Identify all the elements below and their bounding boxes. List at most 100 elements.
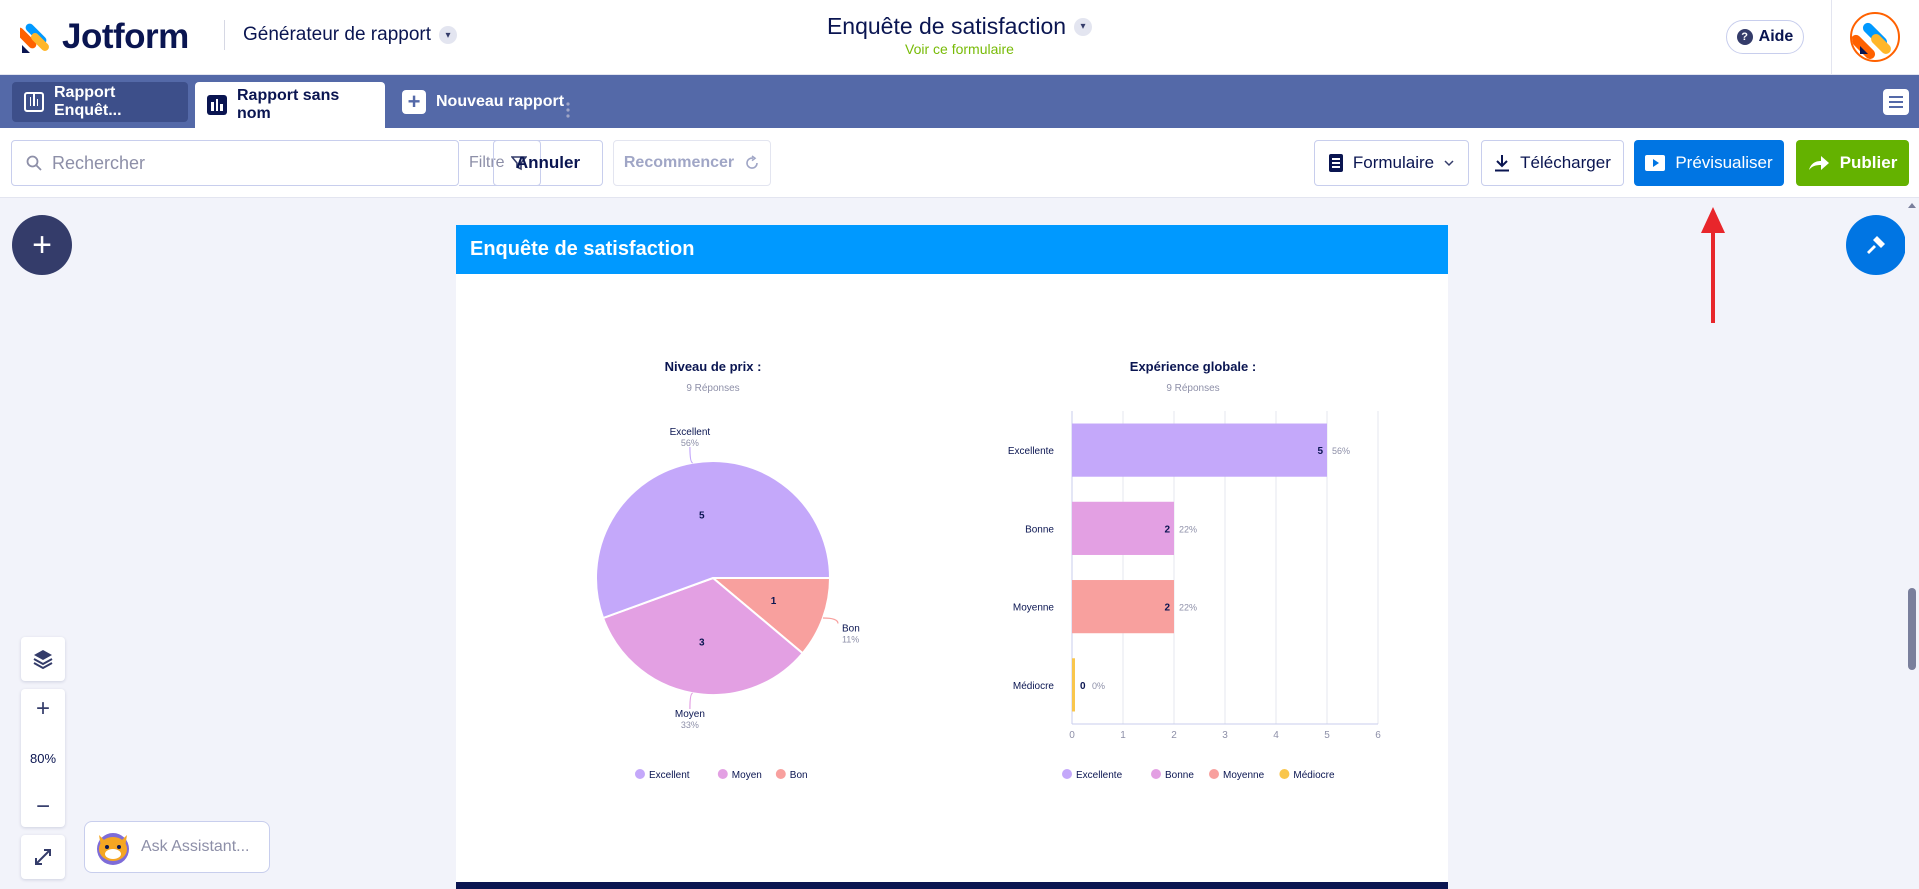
form-title-dropdown[interactable]: Enquête de satisfaction ▾	[826, 13, 1093, 40]
charts-area: Niveau de prix :9 Réponses1Bon11%3Moyen3…	[595, 359, 1381, 781]
tab-report-1[interactable]: Rapport Enquêt...	[12, 82, 188, 122]
play-icon	[1645, 155, 1666, 171]
form-dropdown[interactable]: Formulaire	[1314, 140, 1469, 186]
bar-category-label: Bonne	[1025, 524, 1054, 535]
legend-swatch	[717, 769, 728, 779]
search-input[interactable]: Rechercher	[11, 140, 459, 186]
bar-3	[1072, 580, 1174, 634]
legend-label: Bonne	[1165, 770, 1194, 781]
bar-value-label: 0	[1080, 681, 1086, 692]
pie-subtitle: 9 Réponses	[686, 383, 739, 394]
next-page-edge	[456, 882, 1448, 889]
pie-percent-label: 56%	[681, 438, 699, 448]
zoom-out-button[interactable]: −	[35, 793, 50, 820]
ask-assistant-input[interactable]: Ask Assistant...	[84, 821, 270, 873]
bar-x-tick-label: 6	[1375, 730, 1381, 741]
pie-slice-excellent	[595, 460, 832, 620]
preview-button[interactable]: Prévisualiser	[1634, 140, 1784, 186]
pie-leader-line	[689, 692, 693, 709]
legend-label: Médiocre	[1293, 770, 1335, 781]
report-toolbar: Rechercher Filtre Annuler Recommencer Fo…	[0, 128, 1919, 198]
red-arrow-icon	[1701, 207, 1725, 323]
report-page[interactable]: Enquête de satisfaction Niveau de prix :…	[456, 225, 1448, 889]
top-bar: Jotform Générateur de rapport ▾ Enquête …	[0, 0, 1919, 75]
report-icon	[207, 95, 227, 115]
bar-value-label: 2	[1164, 524, 1170, 535]
legend-swatch	[1209, 769, 1219, 779]
undo-label: Annuler	[515, 153, 581, 172]
layers-button[interactable]	[21, 637, 65, 681]
download-label: Télécharger	[1520, 153, 1611, 172]
legend-label: Moyenne	[1223, 770, 1265, 781]
assistant-avatar-icon	[97, 833, 129, 865]
form-title-area: Enquête de satisfaction ▾	[0, 13, 1919, 40]
redo-icon	[746, 155, 758, 169]
bar-subtitle: 9 Réponses	[1166, 383, 1219, 394]
filter-icon	[510, 156, 527, 171]
legend-label: Bon	[790, 770, 808, 781]
download-button[interactable]: Télécharger	[1481, 140, 1624, 186]
legend-swatch	[1062, 769, 1072, 779]
bar-x-tick-label: 2	[1171, 730, 1177, 741]
help-label: Aide	[1758, 28, 1794, 45]
avatar-logo-icon	[1852, 22, 1891, 60]
chevron-down-icon: ▾	[1074, 17, 1093, 36]
tab-report-2[interactable]: Rapport sans nom	[195, 82, 570, 128]
avatar[interactable]	[1850, 12, 1900, 62]
expand-icon	[35, 849, 51, 865]
form-icon	[1328, 154, 1343, 172]
bar-value-label: 5	[1317, 446, 1323, 457]
app-name: Générateur de rapport	[243, 24, 432, 45]
zoom-in-button[interactable]: +	[35, 695, 50, 722]
view-form-area: Voir ce formulaire	[0, 41, 1919, 57]
legend-swatch	[775, 769, 786, 779]
pie-leader-line	[822, 617, 839, 624]
bar-x-tick-label: 5	[1324, 730, 1330, 741]
pie-title: Niveau de prix :	[665, 359, 762, 374]
report-icon	[24, 92, 44, 112]
view-form-link[interactable]: Voir ce formulaire	[905, 41, 1014, 57]
pie-percent-label: 33%	[681, 720, 699, 730]
add-element-button[interactable]: +	[12, 215, 72, 275]
publish-button[interactable]: Publier	[1796, 140, 1909, 186]
pie-value-label: 1	[771, 596, 777, 607]
publish-label: Publier	[1839, 153, 1898, 172]
scroll-up-icon[interactable]	[1905, 200, 1919, 210]
pie-percent-label: 11%	[842, 634, 859, 644]
bar-percent-label: 0%	[1092, 681, 1105, 691]
restart-button[interactable]: Recommencer	[613, 140, 771, 186]
bar-category-label: Médiocre	[1013, 681, 1055, 692]
tab-label: Rapport Enquêt...	[54, 84, 122, 119]
menu-button[interactable]	[1883, 89, 1909, 115]
question-icon: ?	[1736, 29, 1753, 45]
fullscreen-button[interactable]	[21, 835, 65, 879]
form-title: Enquête de satisfaction	[826, 13, 1067, 39]
plus-icon: +	[402, 90, 426, 114]
share-arrow-icon	[1808, 156, 1829, 170]
header-divider	[224, 20, 225, 50]
bar-x-tick-label: 0	[1069, 730, 1075, 741]
tab-new-report[interactable]: + Nouveau rapport	[390, 82, 580, 122]
more-dots-icon[interactable]	[566, 101, 570, 119]
pie-category-label: Bon	[842, 623, 860, 634]
jotform-logo[interactable]: Jotform	[20, 17, 189, 57]
design-button[interactable]	[1846, 215, 1906, 275]
bar-2	[1072, 501, 1174, 555]
bar-4	[1072, 658, 1075, 712]
vertical-scrollbar[interactable]	[1905, 198, 1919, 889]
search-placeholder: Rechercher	[52, 152, 146, 173]
app-switcher[interactable]: Générateur de rapport ▾	[243, 24, 458, 46]
paint-roller-icon	[1867, 236, 1885, 254]
scroll-thumb[interactable]	[1908, 588, 1916, 670]
legend-label: Excellent	[649, 770, 690, 781]
undo-button[interactable]: Annuler	[493, 140, 603, 186]
preview-label: Prévisualiser	[1675, 153, 1773, 172]
legend-label: Moyen	[732, 770, 762, 781]
report-tab-bar: Rapport Enquêt... Rapport sans nom + Nou…	[0, 75, 1919, 128]
bar-category-label: Excellente	[1008, 446, 1055, 457]
filter-label: Filtre	[469, 154, 505, 171]
help-button[interactable]: ? Aide	[1726, 20, 1804, 54]
search-icon	[26, 155, 42, 171]
bar-percent-label: 56%	[1332, 446, 1350, 456]
